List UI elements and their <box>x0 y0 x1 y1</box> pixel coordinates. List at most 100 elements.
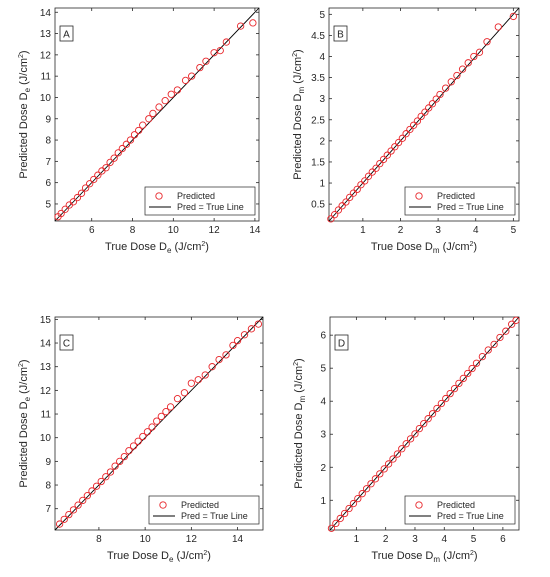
x-tick-label: 3 <box>412 534 418 545</box>
y-axis-label: Predicted Dose Dm (J/cm2) <box>293 358 307 488</box>
data-point <box>508 320 516 328</box>
y-axis-label-main: Predicted Dose D <box>18 401 30 487</box>
data-point <box>216 46 224 55</box>
data-point <box>229 341 237 350</box>
data-point <box>411 430 419 438</box>
data-point <box>222 38 231 46</box>
x-tick-label: 6 <box>89 225 95 236</box>
panel-tag-label: A <box>63 30 70 41</box>
data-point <box>155 103 163 111</box>
y-axis-label-unit-post: ) <box>293 358 305 362</box>
x-tick-label: 2 <box>383 534 389 545</box>
y-axis-label-sup: 2 <box>18 54 25 58</box>
y-tick-label: 15 <box>40 315 52 326</box>
data-point <box>342 198 350 206</box>
data-point <box>161 97 169 105</box>
x-axis-label: True Dose Dm (J/cm2) <box>371 550 477 564</box>
data-point <box>368 168 376 176</box>
y-axis-label: Predicted Dose De (J/cm2) <box>18 50 32 178</box>
x-tick-label: 10 <box>168 225 180 236</box>
x-axis-label-sup: 2 <box>470 241 474 248</box>
y-axis-label-sup: 2 <box>292 53 299 57</box>
data-point <box>455 379 463 388</box>
data-point <box>173 394 182 403</box>
x-axis-label-sup: 2 <box>470 550 474 557</box>
data-point <box>106 158 114 167</box>
y-tick-label: 5 <box>45 199 51 210</box>
y-tick-label: 1.5 <box>311 157 325 168</box>
x-axis-label-unit-post: ) <box>207 550 211 562</box>
data-point <box>424 415 432 423</box>
y-axis-label-unit-post: ) <box>18 50 30 54</box>
y-axis-label-unit-pre: (J/cm <box>293 366 305 396</box>
data-point <box>173 86 182 94</box>
data-point <box>341 509 349 518</box>
data-point <box>464 59 472 67</box>
x-tick-label: 6 <box>500 534 506 545</box>
data-point <box>406 435 415 443</box>
data-point <box>354 494 362 503</box>
panel-tag-box <box>334 334 349 351</box>
y-tick-label: 8 <box>45 136 51 147</box>
data-point <box>73 193 82 202</box>
data-point <box>459 374 467 383</box>
y-tick-label: 1 <box>320 496 326 507</box>
reference-line <box>329 316 520 531</box>
data-point <box>166 403 175 411</box>
data-point <box>116 457 124 466</box>
legend-box <box>404 495 516 525</box>
data-point <box>111 462 119 470</box>
data-point <box>383 151 391 159</box>
legend-label-predicted: Predicted <box>177 191 215 201</box>
data-point <box>512 316 520 324</box>
data-point <box>391 143 399 151</box>
data-point <box>153 417 161 425</box>
data-point <box>470 52 478 61</box>
data-point <box>472 359 481 367</box>
data-point <box>118 144 126 153</box>
data-point <box>327 524 336 532</box>
data-point <box>187 379 196 387</box>
y-axis-label: Predicted Dose De (J/cm2) <box>18 359 32 487</box>
data-point <box>145 115 153 123</box>
data-point <box>436 90 444 99</box>
data-point <box>394 138 403 147</box>
data-point <box>196 63 204 72</box>
y-tick-label: 12 <box>40 50 52 61</box>
data-point <box>334 206 343 214</box>
data-point <box>139 121 147 129</box>
y-tick-label: 2 <box>319 136 325 147</box>
data-point <box>330 211 339 219</box>
data-point <box>490 340 498 349</box>
y-axis-label-unit-pre: (J/cm <box>292 57 304 87</box>
data-point <box>421 108 429 116</box>
data-point <box>74 501 82 509</box>
data-point <box>496 333 504 342</box>
data-point <box>65 510 73 519</box>
y-axis-label-unit-pre: (J/cm <box>18 58 30 88</box>
y-tick-label: 10 <box>40 433 52 444</box>
data-point <box>233 337 242 345</box>
data-point <box>437 399 445 408</box>
y-axis-label-sup: 2 <box>18 363 25 367</box>
data-point <box>415 424 424 433</box>
data-point <box>446 389 454 398</box>
x-axis-label-unit-post: ) <box>473 241 477 253</box>
x-axis-label-unit-post: ) <box>474 550 478 562</box>
data-point <box>88 487 96 495</box>
legend-label-true-line: Pred = True Line <box>177 202 244 212</box>
data-point <box>484 346 492 354</box>
x-tick-label: 1 <box>354 534 360 545</box>
data-point <box>398 134 407 142</box>
y-axis-label-sup: 2 <box>293 362 300 366</box>
y-tick-label: 10 <box>40 93 52 104</box>
data-point <box>379 155 388 164</box>
x-axis-label: True Dose De (J/cm2) <box>105 241 209 255</box>
y-axis-label-sub: m <box>298 395 307 402</box>
data-point <box>60 515 68 523</box>
